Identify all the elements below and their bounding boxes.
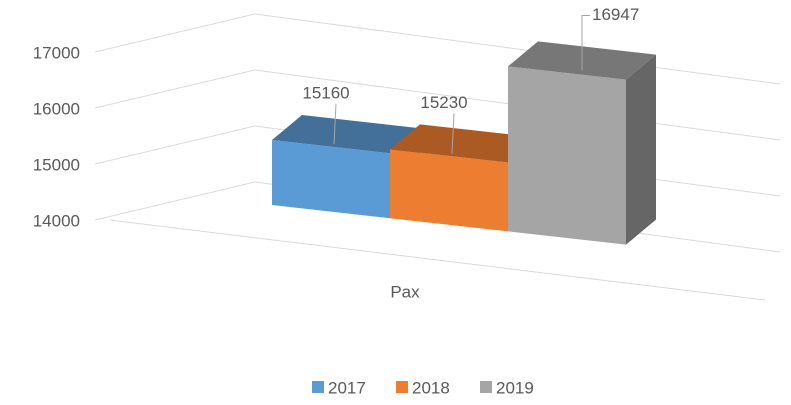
value-label: 15160: [302, 84, 349, 103]
bar-front: [508, 66, 626, 245]
legend-label: 2017: [328, 378, 366, 397]
legend-swatch: [480, 381, 492, 393]
bar-front: [390, 149, 508, 232]
legend-swatch: [396, 381, 408, 393]
leader-line: [333, 104, 337, 145]
x-tick-label: Pax: [390, 282, 420, 301]
bar-side: [626, 54, 656, 245]
leader-line: [451, 113, 455, 154]
value-label: 16947: [592, 5, 639, 24]
leader-line: [581, 15, 590, 71]
y-tick-label: 15000: [33, 155, 80, 174]
bar-front: [272, 140, 390, 219]
legend-label: 2018: [412, 378, 450, 397]
grid-line: [94, 13, 781, 85]
y-tick-label: 16000: [33, 99, 80, 118]
bar-top: [272, 115, 420, 154]
floor-line: [109, 219, 766, 301]
legend-label: 2019: [496, 378, 534, 397]
y-tick-label: 17000: [33, 43, 80, 62]
y-tick-label: 14000: [33, 211, 80, 230]
bar-top: [390, 124, 538, 163]
value-label: 15230: [420, 93, 467, 112]
legend-swatch: [312, 381, 324, 393]
